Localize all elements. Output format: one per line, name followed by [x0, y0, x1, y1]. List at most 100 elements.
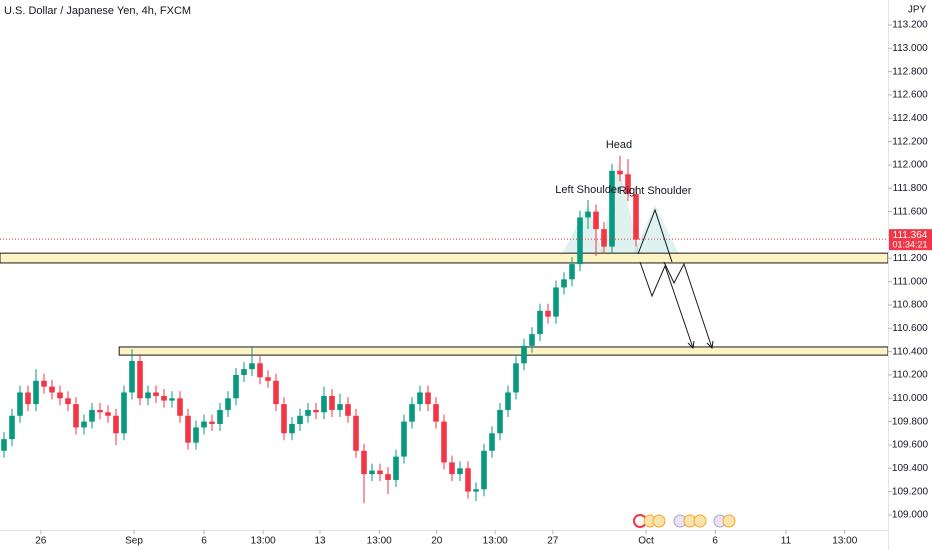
candle-body	[369, 470, 375, 475]
candle-body	[393, 456, 399, 480]
candle-body	[105, 412, 111, 416]
x-tick-label: Oct	[638, 536, 654, 547]
y-tick-label: 112.000	[892, 160, 928, 171]
candle-body	[185, 415, 191, 443]
event-icon	[652, 514, 666, 528]
zone	[118, 346, 889, 356]
candle-body	[209, 421, 215, 424]
candle-body	[193, 427, 199, 443]
y-tick-label: 111.200	[893, 253, 928, 264]
projection-line	[637, 208, 673, 263]
y-tick-label: 111.000	[893, 276, 928, 287]
candle-body	[433, 404, 439, 422]
candle-body	[225, 398, 231, 410]
candle-body	[113, 415, 119, 434]
candle-body	[297, 415, 303, 424]
candle-body	[401, 421, 407, 457]
candle-body	[425, 392, 431, 405]
event-icon	[693, 514, 707, 528]
candle-body	[233, 374, 239, 399]
candle-body	[321, 395, 327, 413]
candle-body	[65, 398, 71, 405]
candle-body	[289, 423, 295, 434]
candle-body	[161, 395, 167, 401]
projection-arrow	[663, 261, 713, 349]
y-tick-label: 110.800	[892, 300, 928, 311]
x-tick-label: 26	[35, 536, 47, 547]
candle-body	[497, 409, 503, 434]
x-tick-label: 13:00	[251, 536, 276, 547]
y-tick-label: 110.400	[892, 346, 928, 357]
candle-body	[41, 380, 47, 387]
candle-body	[33, 380, 39, 405]
candle-body	[313, 409, 319, 413]
y-tick-label: 110.600	[892, 323, 928, 334]
candle-body	[521, 345, 527, 364]
arrow-head	[687, 340, 695, 350]
candle-body	[625, 174, 631, 195]
candle-body	[81, 421, 87, 428]
candle-body	[473, 489, 479, 492]
candle-body	[409, 404, 415, 422]
candle-body	[305, 409, 311, 416]
currency-label: JPY	[908, 5, 927, 16]
x-tick-label: 20	[431, 536, 443, 547]
y-tick-label: 112.800	[892, 66, 928, 77]
projection	[637, 208, 714, 350]
projection-arrow	[639, 261, 694, 349]
x-tick-label: 27	[547, 536, 559, 547]
candle-body	[241, 369, 247, 375]
candle-body	[385, 474, 391, 480]
candle-body	[353, 415, 359, 451]
candle-body	[505, 392, 511, 410]
y-tick-label: 113.200	[892, 20, 928, 31]
x-tick-label: Sep	[125, 536, 143, 547]
candle-body	[633, 194, 639, 240]
zone	[0, 252, 889, 264]
candle-body	[337, 404, 343, 410]
candle-body	[49, 386, 55, 393]
chart-title: U.S. Dollar / Japanese Yen, 4h, FXCM	[4, 5, 191, 17]
candle-body	[577, 217, 583, 265]
candle-body	[601, 229, 607, 247]
candle-body	[257, 363, 263, 378]
candle-body	[145, 392, 151, 399]
x-tick-label: 13:00	[483, 536, 508, 547]
y-tick-label: 109.400	[892, 463, 929, 474]
y-tick-label: 112.400	[892, 113, 928, 124]
y-tick-label: 109.200	[892, 486, 929, 497]
x-tick-label: 6	[201, 536, 207, 547]
event-icon	[722, 514, 736, 528]
candle-body	[137, 360, 143, 399]
candle-body	[17, 392, 23, 416]
candle-body	[89, 409, 95, 422]
y-tick-label: 113.000	[892, 43, 928, 54]
y-tick-label: 110.200	[892, 370, 928, 381]
y-tick-label: 111.800	[893, 183, 928, 194]
candle-body	[121, 392, 127, 434]
candle-body	[345, 404, 351, 416]
arrow-head	[706, 340, 714, 350]
candle-body	[569, 264, 575, 280]
candle-body	[513, 363, 519, 393]
candle-body	[457, 468, 463, 475]
x-tick-label: 13	[314, 536, 326, 547]
candle-body	[129, 360, 135, 393]
x-tick-label: 11	[781, 536, 792, 547]
y-tick-label: 112.600	[892, 90, 928, 101]
candle-body	[377, 470, 383, 475]
last-price-label: 111.364	[893, 230, 928, 241]
candle-body	[97, 409, 103, 413]
event-icons	[633, 514, 736, 528]
x-tick-label: 13:00	[367, 536, 392, 547]
candle-body	[273, 380, 279, 405]
left-shoulder-area	[563, 205, 604, 256]
candle-body	[465, 468, 471, 492]
candle-body	[169, 398, 175, 401]
y-tick-label: 109.000	[892, 510, 929, 521]
candle-body	[177, 398, 183, 416]
candle-body	[449, 462, 455, 475]
countdown-label: 01:34:21	[892, 240, 927, 250]
candle-body	[417, 392, 423, 405]
